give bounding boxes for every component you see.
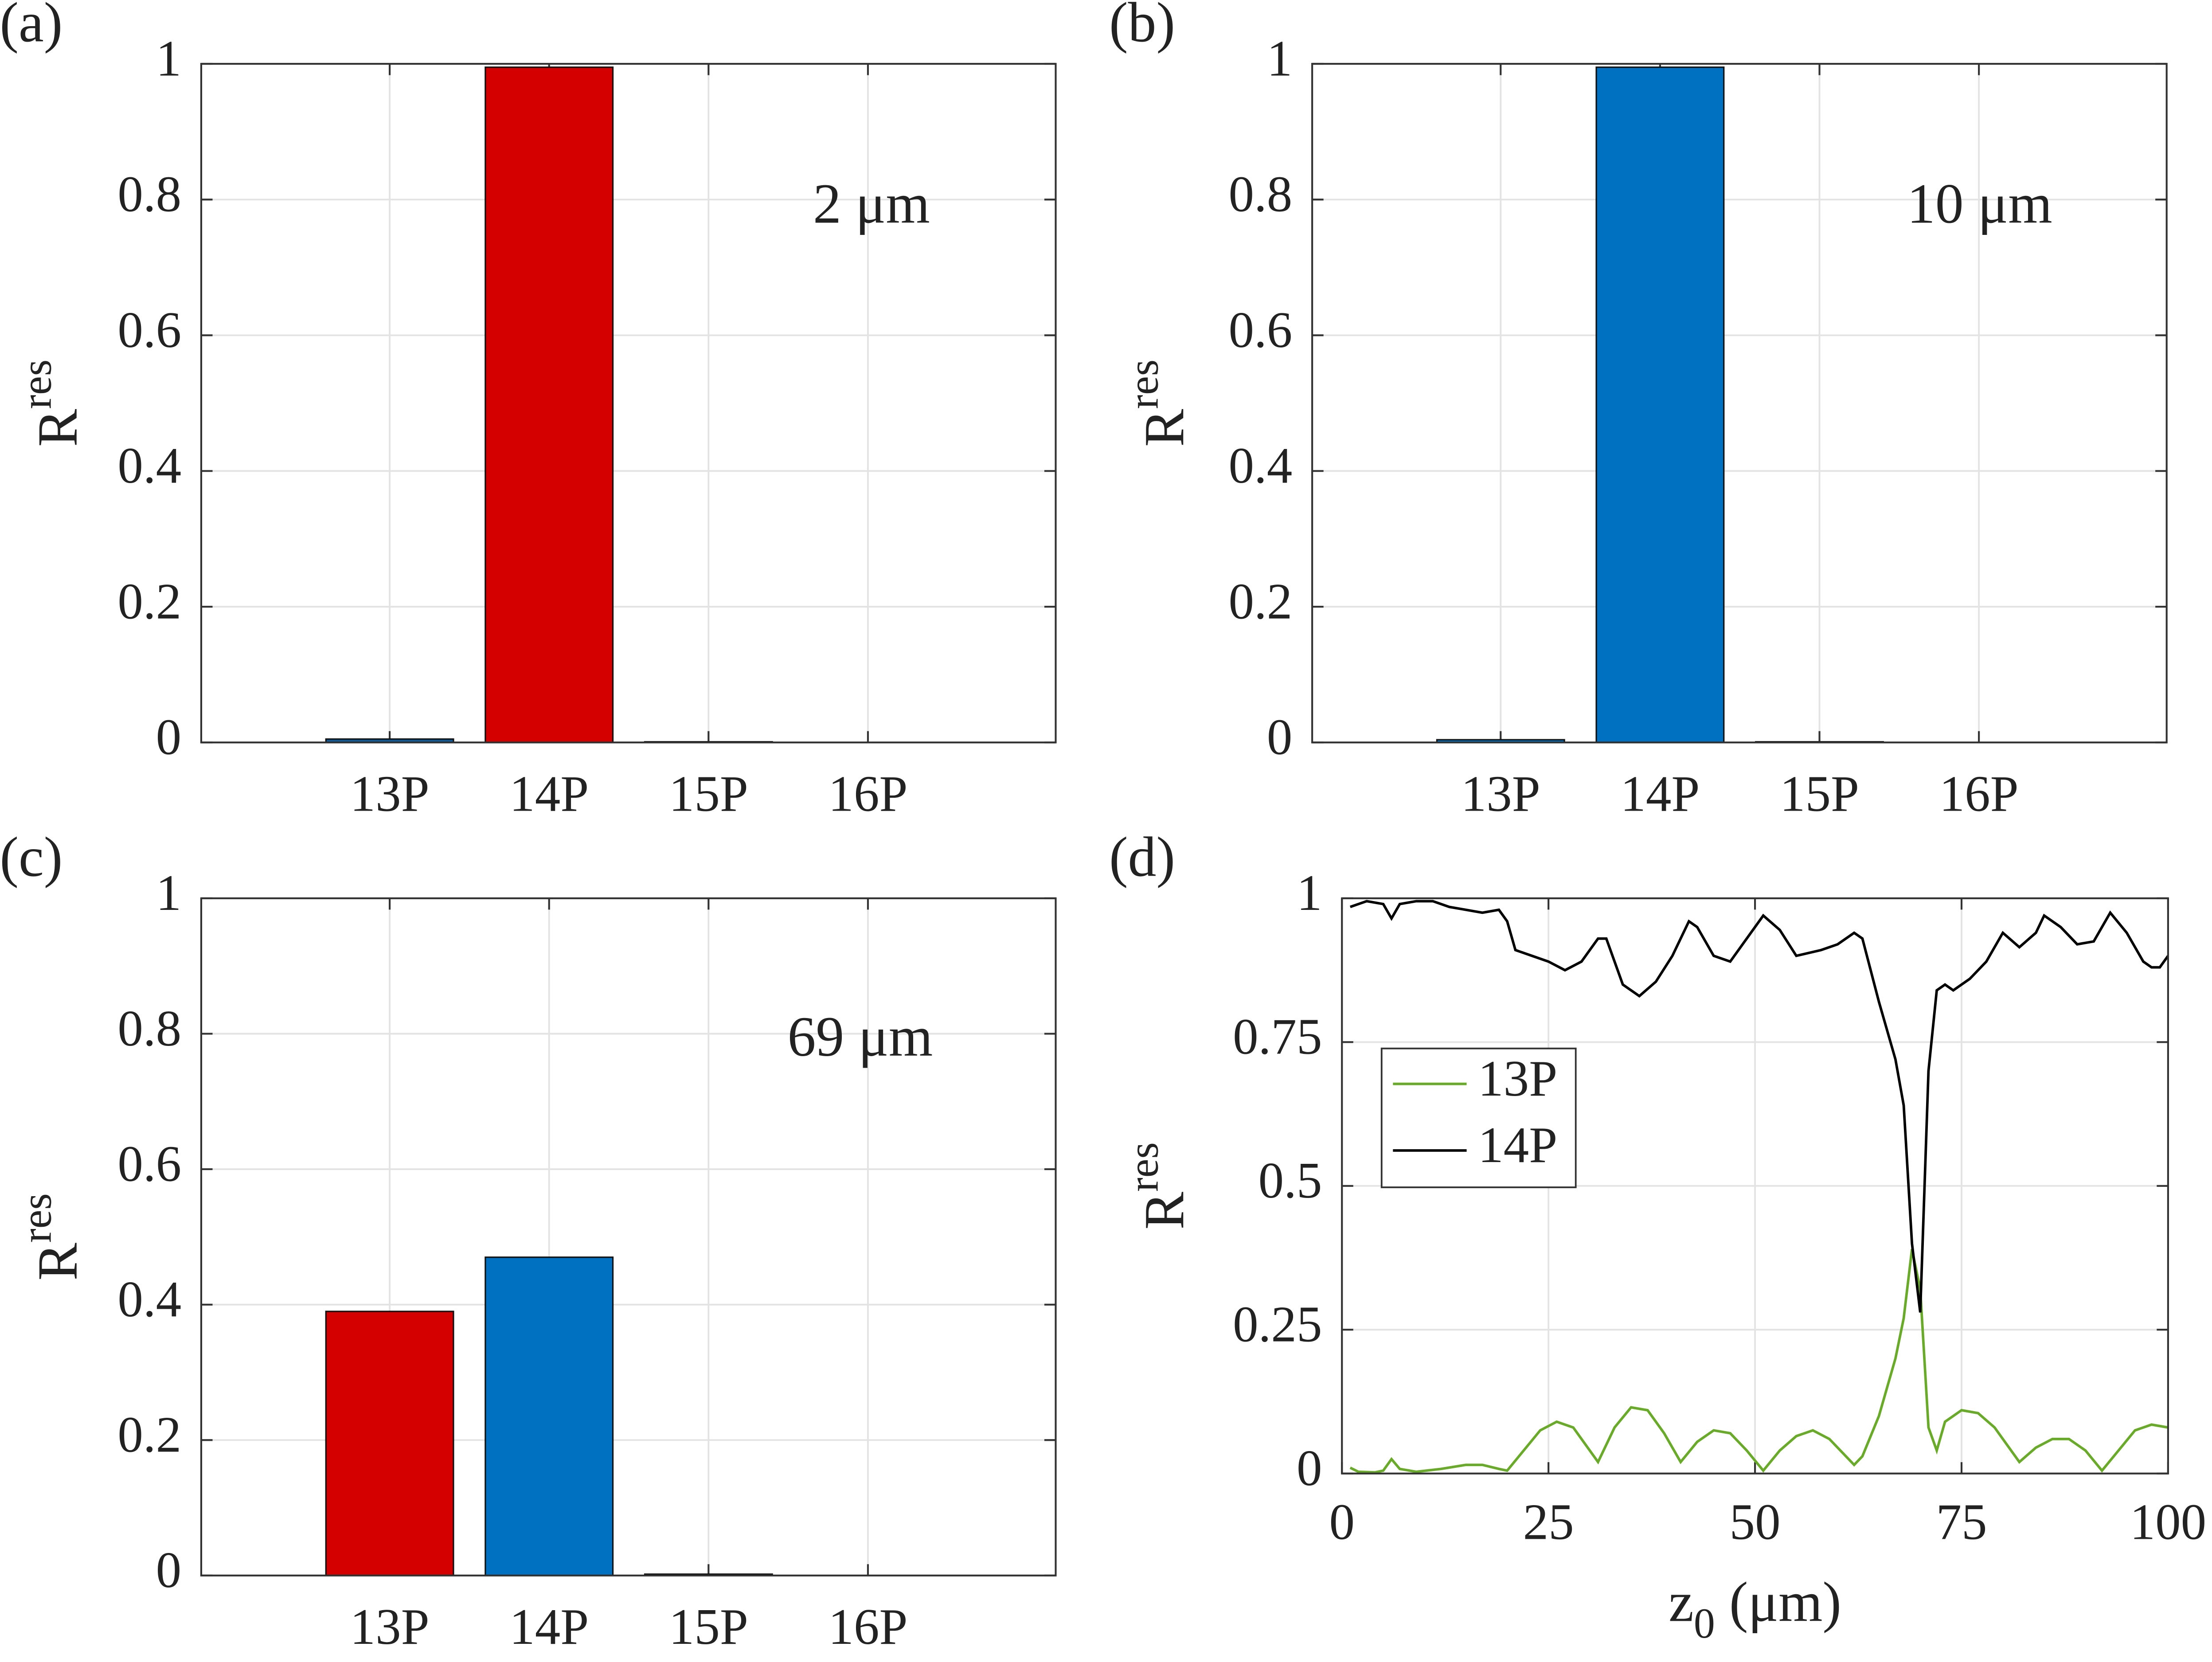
y-tick-label: 0 [156, 1541, 182, 1598]
panel-label: (a) [0, 0, 63, 54]
y-tick-label: 0.75 [1233, 1008, 1322, 1065]
x-tick-label: 14P [1620, 765, 1700, 822]
x-tick-label: 100 [2130, 1494, 2207, 1550]
bar [1595, 66, 1725, 743]
x-tick-label: 14P [509, 1598, 589, 1655]
y-label-sup: res [1120, 1142, 1167, 1192]
x-tick-label: 0 [1329, 1494, 1355, 1550]
y-tick-label: 0.8 [117, 1000, 181, 1057]
y-tick-label: 0.4 [117, 1271, 181, 1327]
y-label-base: R [1133, 409, 1196, 447]
legend-box [1380, 1047, 1577, 1188]
y-label-base: R [26, 409, 89, 447]
y-tick-label: 0 [1267, 709, 1293, 765]
x-label-sub: 0 [1694, 1600, 1715, 1647]
x-tick-label: 16P [828, 765, 907, 822]
annotation: 10 μm [1907, 172, 2052, 235]
x-tick-label: 15P [1780, 765, 1859, 822]
y-tick-label: 0.4 [117, 437, 181, 494]
annotation: 2 μm [813, 172, 930, 235]
x-tick-label: 16P [828, 1598, 907, 1655]
y-tick-label: 0.6 [117, 1135, 181, 1192]
data-line [1349, 1248, 2169, 1474]
axes-frame [1341, 897, 2169, 1475]
y-tick-label: 0.8 [117, 166, 181, 222]
y-label-sup: res [13, 1193, 60, 1243]
x-tick-label: 13P [350, 1598, 430, 1655]
x-tick-label: 50 [1730, 1494, 1781, 1550]
panel: (b) Rres 0 0.2 0.4 0.6 0.8 1 13P 14P 15P 16P 10 μm [1109, 0, 2168, 822]
x-label-unit: (μm) [1729, 1571, 1841, 1634]
y-tick-label: 0.4 [1229, 437, 1293, 494]
y-tick-label: 0.2 [117, 1406, 181, 1463]
annotation: 69 μm [787, 1005, 933, 1068]
x-tick-label: 16P [1939, 765, 2019, 822]
legend-label: 13P [1478, 1050, 1557, 1107]
y-label-base: R [1133, 1191, 1196, 1229]
x-axis-label: z0 (μm) [1669, 1571, 1841, 1647]
bar [485, 66, 614, 743]
panel: (c) Rres 0 0.2 0.4 0.6 0.8 1 13P 14P 15P 16P 69 μm [0, 825, 1057, 1655]
y-tick-label: 0 [156, 709, 182, 765]
y-tick-label: 0.6 [117, 301, 181, 358]
y-tick-label: 1 [1297, 864, 1322, 921]
y-tick-label: 0.25 [1233, 1296, 1322, 1353]
y-tick-label: 0 [1297, 1440, 1322, 1496]
y-tick-label: 1 [1267, 30, 1293, 86]
x-tick-label: 14P [509, 765, 589, 822]
axes-frame [200, 897, 1057, 1576]
y-tick-label: 0.2 [1229, 573, 1293, 629]
y-tick-label: 0.2 [117, 573, 181, 629]
y-tick-label: 1 [156, 864, 182, 921]
y-label-sup: res [1120, 359, 1167, 409]
panel: (a) Rres 0 0.2 0.4 0.6 0.8 1 13P 14P 15P 16P 2 μm [0, 0, 1057, 822]
x-label-base: z [1669, 1571, 1694, 1634]
y-axis-label: Rres [13, 359, 89, 447]
legend-label: 14P [1478, 1116, 1557, 1173]
y-tick-label: 0.6 [1229, 301, 1293, 358]
axes-frame [1311, 62, 2168, 744]
bar [485, 1256, 614, 1576]
x-tick-label: 25 [1523, 1494, 1574, 1550]
y-tick-label: 0.8 [1229, 166, 1293, 222]
x-tick-label: 15P [669, 1598, 748, 1655]
y-axis-label: Rres [1120, 359, 1196, 447]
x-tick-label: 15P [669, 765, 748, 822]
data-line [1349, 900, 2169, 1313]
y-label-sup: res [13, 359, 60, 409]
y-tick-label: 1 [156, 30, 182, 86]
panel-label: (c) [0, 825, 63, 888]
panel-label: (b) [1109, 0, 1175, 54]
y-axis-label: Rres [13, 1193, 89, 1280]
bar [325, 1311, 454, 1576]
x-tick-label: 13P [1461, 765, 1540, 822]
x-tick-label: 13P [350, 765, 430, 822]
y-label-base: R [26, 1242, 89, 1280]
y-axis-label: Rres [1120, 1142, 1196, 1229]
panel-label: (d) [1109, 825, 1175, 888]
y-tick-label: 0.5 [1258, 1152, 1322, 1209]
axes-frame [200, 62, 1057, 744]
x-tick-label: 75 [1936, 1494, 1987, 1550]
